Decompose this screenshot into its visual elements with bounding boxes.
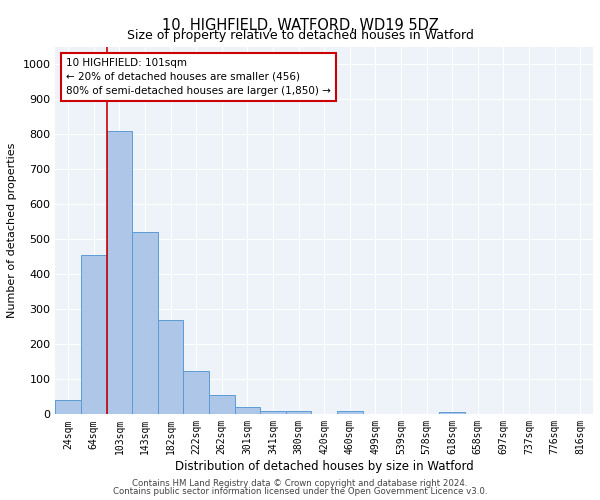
Bar: [337, 411, 362, 414]
Text: Size of property relative to detached houses in Watford: Size of property relative to detached ho…: [127, 29, 473, 42]
Text: 10, HIGHFIELD, WATFORD, WD19 5DZ: 10, HIGHFIELD, WATFORD, WD19 5DZ: [161, 18, 439, 32]
Bar: [209, 395, 235, 414]
Text: 10 HIGHFIELD: 101sqm
← 20% of detached houses are smaller (456)
80% of semi-deta: 10 HIGHFIELD: 101sqm ← 20% of detached h…: [66, 58, 331, 96]
Bar: [158, 320, 184, 414]
Bar: [260, 411, 286, 414]
Bar: [184, 370, 209, 414]
Bar: [286, 411, 311, 414]
Bar: [235, 408, 260, 414]
Text: Contains HM Land Registry data © Crown copyright and database right 2024.: Contains HM Land Registry data © Crown c…: [132, 478, 468, 488]
Bar: [81, 255, 107, 414]
Y-axis label: Number of detached properties: Number of detached properties: [7, 143, 17, 318]
Text: Contains public sector information licensed under the Open Government Licence v3: Contains public sector information licen…: [113, 487, 487, 496]
X-axis label: Distribution of detached houses by size in Watford: Distribution of detached houses by size …: [175, 460, 473, 473]
Bar: [132, 232, 158, 414]
Bar: [55, 400, 81, 414]
Bar: [439, 412, 465, 414]
Bar: [107, 131, 132, 414]
